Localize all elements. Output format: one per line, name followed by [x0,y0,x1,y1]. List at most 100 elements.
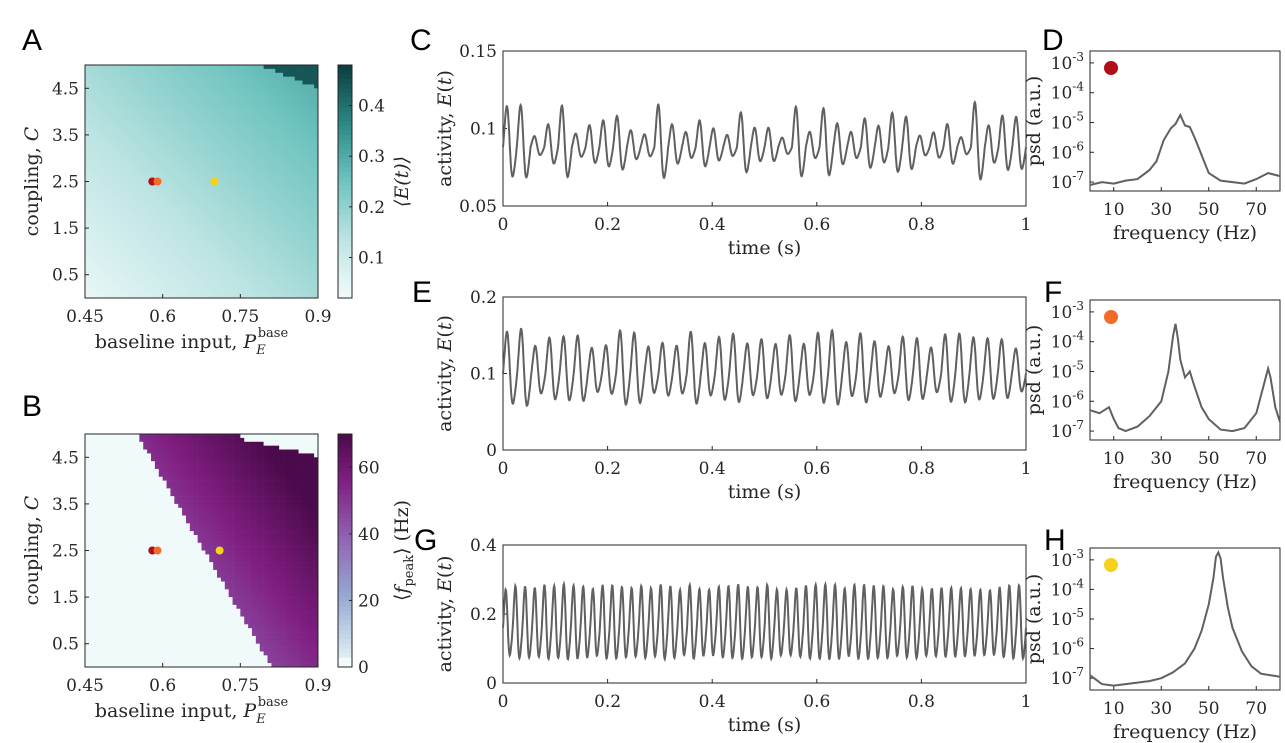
heatmap-cell [100,204,105,209]
heatmap-cell [139,659,144,664]
heatmap-cell [220,72,226,77]
heatmap-cell [151,643,156,648]
heatmap-cell [290,220,295,225]
heatmap-cell [189,127,195,132]
heatmap-cell [162,437,167,443]
heatmap-cell [151,107,156,112]
heatmap-cell [119,569,125,575]
heatmap-cell [174,158,179,163]
heatmap-cell [158,290,163,295]
heatmap-cell [255,294,261,299]
heatmap-cell [201,270,206,275]
heatmap-cell [174,193,179,198]
heatmap-cell [151,123,156,128]
heatmap-cell [232,193,237,198]
heatmap-cell [112,189,117,194]
heatmap-cell [201,134,206,140]
heatmap-cell [131,593,136,598]
heatmap-cell [240,68,245,74]
colorbar-segment [338,242,352,248]
heatmap-cell [139,154,144,159]
heatmap-cell [104,554,109,559]
heatmap-cell [119,647,125,652]
heatmap-cell [170,169,175,175]
heatmap-cell [213,103,218,109]
heatmap-cell [205,270,210,275]
heatmap-cell [224,247,229,252]
heatmap-cell [197,177,202,182]
heatmap-cell [314,131,319,136]
heatmap-cell [139,663,144,668]
heatmap-cell [151,445,156,450]
heatmap-cell [85,247,90,252]
heatmap-cell [306,150,311,155]
heatmap-cell [174,115,179,120]
heatmap-cell [147,200,152,206]
heatmap-cell [166,593,171,598]
heatmap-cell [213,111,218,116]
heatmap-cell [290,286,295,291]
heatmap-cell [108,542,113,547]
heatmap-cell [135,251,140,256]
heatmap-cell [306,224,311,229]
heatmap-cell [108,445,113,450]
heatmap-cell [123,651,129,656]
heatmap-cell [104,294,109,299]
heatmap-cell [116,107,121,112]
heatmap-cell [294,119,299,124]
heatmap-cell [294,200,299,206]
heatmap-cell [205,263,210,268]
heatmap-cell [143,472,148,478]
heatmap-cell [185,282,191,287]
heatmap-cell [116,142,121,147]
heatmap-cell [182,243,187,248]
colorbar-segment [338,111,352,117]
heatmap-cell [88,566,94,571]
heatmap-cell [185,239,191,244]
heatmap-cell [151,84,156,89]
heatmap-cell [263,208,268,213]
heatmap-cell [217,193,222,198]
panel-letter-d: D [1042,24,1064,57]
heatmap-cell [104,158,109,163]
heatmap-cell [224,92,229,97]
heatmap-cell [193,96,198,101]
heatmap-cell [174,173,179,178]
heatmap-cell [267,278,272,283]
heatmap-cell [170,165,175,171]
heatmap-cell [251,239,257,244]
heatmap-cell [251,127,257,132]
heatmap-cell [131,472,136,478]
heatmap-cell [224,99,229,105]
heatmap-cell [108,655,113,660]
colorbar-segment [338,284,352,290]
heatmap-cell [104,523,109,528]
heatmap-cell [158,99,163,105]
heatmap-cell [96,659,101,664]
heatmap-cell [116,465,121,470]
heatmap-cell [248,220,253,225]
heatmap-cell [108,131,113,136]
heatmap-cell [286,286,292,291]
heatmap-cell [166,142,171,147]
heatmap-cell [314,200,319,206]
heatmap-cell [119,92,125,97]
heatmap-cell [302,220,307,225]
heatmap-cell [166,208,171,213]
heatmap-cell [185,278,191,283]
heatmap-cell [162,197,167,202]
heatmap-cell [217,103,222,109]
heatmap-cell [139,476,144,481]
heatmap-cell [197,181,202,186]
colorbar-segment [338,139,352,145]
heatmap-cell [205,177,210,182]
heatmap-cell [170,200,175,206]
heatmap-cell [135,461,140,466]
colorbar-segment [338,237,352,243]
heatmap-cell [290,208,295,213]
heatmap-cell [139,531,144,536]
heatmap-cell [298,235,303,241]
heatmap-cell [96,550,101,555]
heatmap-cell [131,119,136,124]
heatmap-cell [143,628,148,633]
